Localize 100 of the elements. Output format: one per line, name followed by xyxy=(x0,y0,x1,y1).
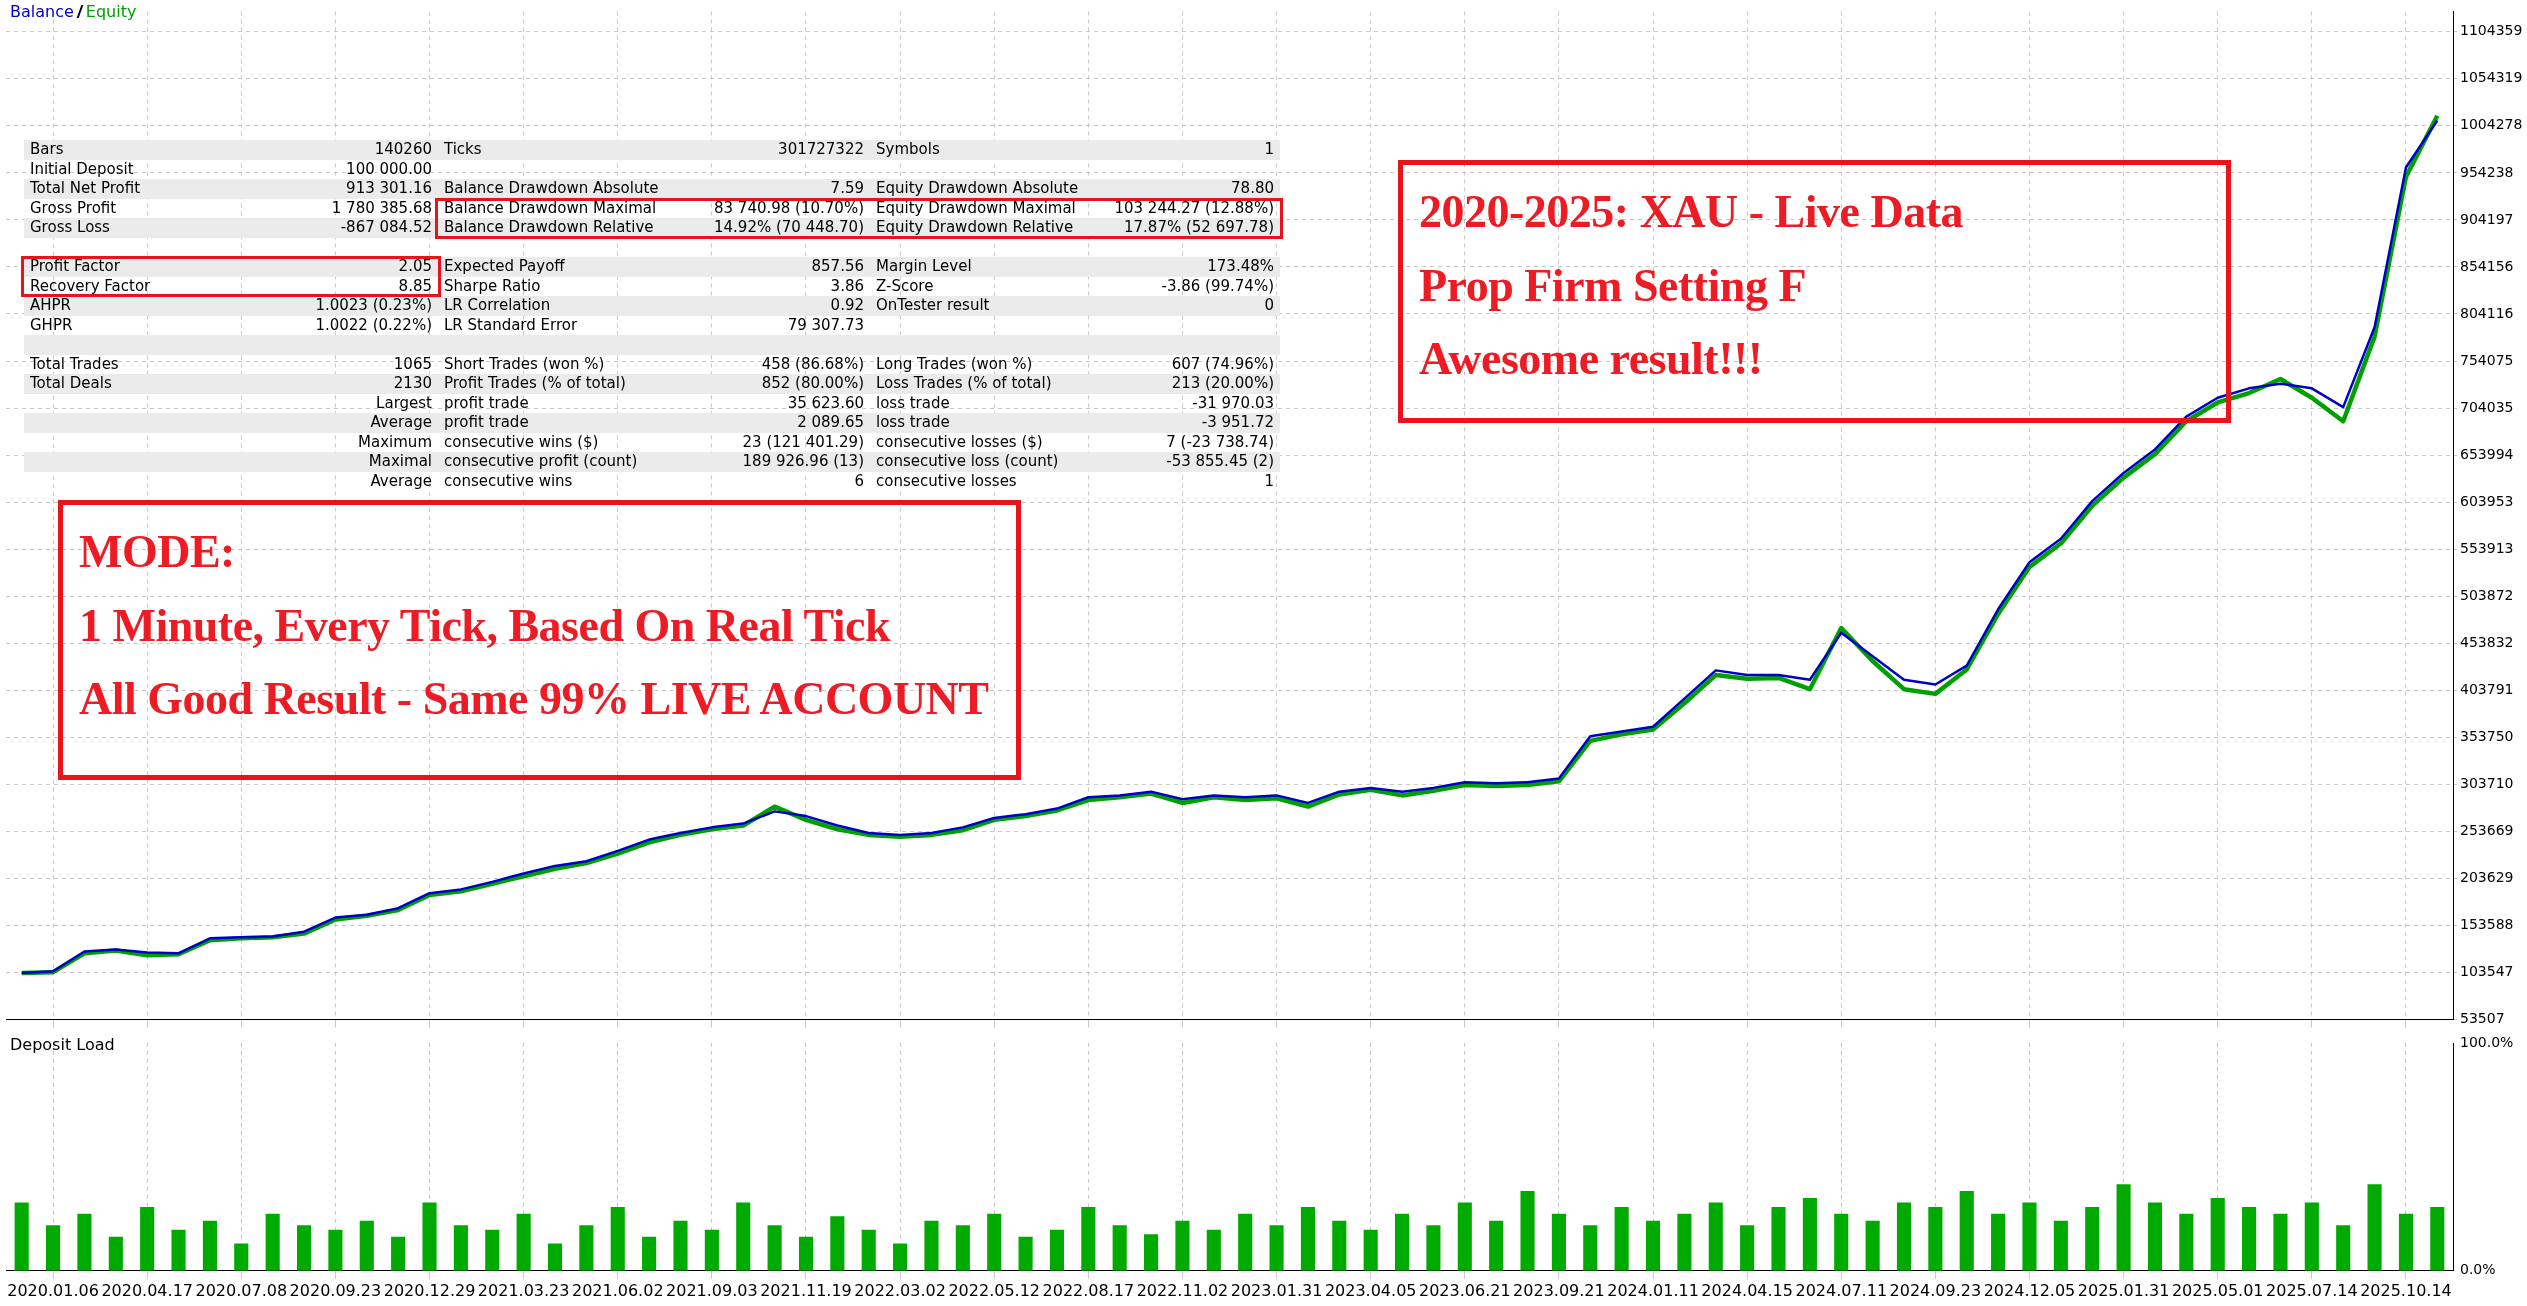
text: loss trade xyxy=(876,393,950,412)
text: Balance Drawdown Absolute xyxy=(444,179,659,197)
text: GHPR xyxy=(30,315,73,334)
bar xyxy=(1144,1234,1159,1271)
text: Symbols xyxy=(876,140,940,158)
bar xyxy=(1175,1220,1190,1271)
text: 189 926.96 (13) xyxy=(742,452,864,470)
x-tick-label: 2022.03.02 xyxy=(854,1280,946,1300)
y-tick-label: 0.0% xyxy=(2460,1261,2496,1278)
text: Ticks xyxy=(444,140,482,158)
bar xyxy=(234,1243,249,1271)
text: Bars xyxy=(30,140,64,158)
x-tick-label: 2024.07.11 xyxy=(1795,1280,1888,1300)
text: Expected Payoff xyxy=(444,257,565,275)
text: 6 xyxy=(854,471,864,490)
bar xyxy=(359,1220,374,1271)
text: 173.48% xyxy=(1207,257,1274,275)
text: 607 (74.96%) xyxy=(1171,354,1274,373)
text: Equity Drawdown Absolute xyxy=(876,179,1079,197)
x-tick-label: 2020.04.17 xyxy=(101,1280,193,1300)
text: 1.0022 (0.22%) xyxy=(315,315,432,334)
text: Balance Drawdown Maximal xyxy=(444,198,657,217)
text: 1065 xyxy=(393,354,432,373)
y-tick-label: 1054319 xyxy=(2460,69,2523,86)
text: Margin Level xyxy=(876,257,972,275)
bar xyxy=(1614,1207,1629,1271)
y-tick-label: 53507 xyxy=(2460,1010,2505,1027)
bar xyxy=(955,1225,970,1271)
text: 2 089.65 xyxy=(797,413,864,431)
text: -53 855.45 (2) xyxy=(1166,452,1274,470)
bar xyxy=(1802,1197,1817,1271)
y-tick-label: 203629 xyxy=(2460,869,2514,886)
bar xyxy=(1583,1225,1598,1271)
y-tick-label: 1104359 xyxy=(2460,22,2523,39)
y-tick-label: 100.0% xyxy=(2460,1033,2514,1050)
bar xyxy=(108,1236,123,1271)
y-tick-label: 153588 xyxy=(2460,916,2514,933)
x-tick-label: 2023.04.05 xyxy=(1324,1280,1417,1300)
text: 7 (-23 738.74) xyxy=(1166,432,1274,451)
bar xyxy=(1081,1207,1096,1271)
bar xyxy=(2179,1213,2194,1271)
bar xyxy=(924,1220,939,1271)
text: Initial Deposit xyxy=(30,159,134,178)
x-tick-label: 2021.11.19 xyxy=(760,1280,852,1300)
text: Equity Drawdown Relative xyxy=(876,218,1074,236)
text: -3.86 (99.74%) xyxy=(1161,276,1274,295)
y-tick-label: 403791 xyxy=(2460,680,2514,697)
text: Total Trades xyxy=(30,354,119,373)
bar xyxy=(14,1202,29,1271)
bar xyxy=(1928,1207,1943,1271)
bar xyxy=(485,1229,500,1271)
bar xyxy=(1677,1213,1692,1271)
bar xyxy=(1551,1213,1566,1271)
y-tick-label: 103547 xyxy=(2460,963,2514,980)
text: Sharpe Ratio xyxy=(444,276,541,295)
text: Equity Drawdown Maximal xyxy=(876,198,1076,217)
text: 83 740.98 (10.70%) xyxy=(713,198,864,217)
bar xyxy=(2116,1184,2131,1271)
annotation: 2020-2025: XAU - Live Data Prop Firm Setting F Awesome result!!! xyxy=(1398,160,2231,423)
y-tick-label: 303710 xyxy=(2460,775,2514,792)
text: Average xyxy=(370,413,432,431)
text: 852 (80.00%) xyxy=(761,374,864,392)
text: 1 780 385.68 xyxy=(331,198,432,217)
text: Gross Profit xyxy=(30,198,117,217)
bar xyxy=(140,1207,155,1271)
bar xyxy=(893,1243,908,1271)
text: AHPR xyxy=(30,296,72,314)
bar xyxy=(798,1236,814,1271)
text: 0.92 xyxy=(830,296,864,314)
x-tick-label: 2020.12.29 xyxy=(383,1280,476,1300)
text: 103 244.27 (12.88%) xyxy=(1114,198,1274,217)
bar xyxy=(1332,1220,1347,1271)
bar xyxy=(579,1225,594,1271)
text: LR Standard Error xyxy=(444,315,578,334)
bar xyxy=(2022,1202,2037,1271)
text: 14.92% (70 448.70) xyxy=(713,218,864,236)
bar xyxy=(1457,1202,1472,1271)
bar xyxy=(767,1225,782,1271)
bar xyxy=(1112,1225,1127,1271)
bar xyxy=(1740,1225,1755,1271)
text: Profit Factor xyxy=(30,257,120,275)
bar xyxy=(642,1236,657,1271)
bar xyxy=(2242,1207,2257,1271)
text: 78.80 xyxy=(1231,179,1274,197)
text: consecutive losses ($) xyxy=(876,432,1043,451)
text: Total Net Profit xyxy=(30,179,141,197)
bar xyxy=(171,1229,186,1271)
y-tick-label: 503872 xyxy=(2460,586,2514,603)
bar xyxy=(704,1229,719,1271)
text: OnTester result xyxy=(876,296,990,314)
x-tick-label: 2025.10.14 xyxy=(2360,1280,2452,1300)
y-tick-label: 553913 xyxy=(2460,539,2514,556)
text: 79 307.73 xyxy=(787,315,864,334)
y-tick-label: 603953 xyxy=(2460,492,2514,509)
text: -3 951.72 xyxy=(1201,413,1274,431)
bar xyxy=(1426,1225,1441,1271)
x-tick-label: 2021.06.02 xyxy=(571,1280,664,1300)
bar xyxy=(1269,1225,1284,1271)
bar xyxy=(1708,1202,1723,1271)
text: -867 084.52 xyxy=(340,218,432,236)
